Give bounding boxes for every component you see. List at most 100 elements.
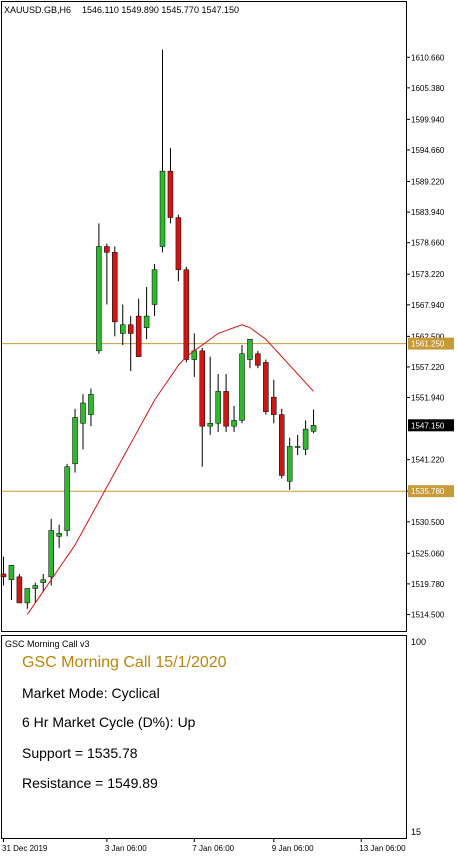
y-tick-label: 1567.940 — [411, 301, 445, 310]
candle-body — [231, 420, 237, 427]
candle — [286, 437, 293, 490]
candle — [16, 573, 23, 604]
indicator-window-label: GSC Morning Call v3 — [5, 639, 90, 649]
level-tag-box — [408, 337, 454, 350]
candle — [223, 374, 229, 432]
candle — [231, 405, 237, 432]
current-price-box — [408, 419, 454, 432]
y-tick-label: 1551.940 — [411, 394, 445, 403]
current-price-label: 1547.150 — [411, 421, 445, 430]
candle — [143, 287, 150, 340]
level-tag-label: 1561.250 — [411, 340, 445, 349]
candle-body — [263, 362, 269, 412]
candle — [199, 347, 205, 467]
candle — [48, 518, 54, 586]
level-tag-box — [408, 485, 454, 498]
candle — [104, 243, 110, 305]
candle-body — [159, 170, 166, 247]
level-price-tag: 1535.780 — [408, 485, 454, 498]
candle — [112, 246, 118, 337]
y-tick-label: 1514.500 — [411, 611, 445, 620]
market-cycle-text: 6 Hr Market Cycle (D%): Up — [22, 714, 196, 730]
candle — [302, 420, 309, 456]
candle-body — [135, 315, 142, 357]
y-tick-label: 1594.660 — [411, 146, 445, 155]
candle — [8, 565, 15, 601]
y-tick-label: 1557.220 — [411, 363, 445, 372]
candle — [215, 374, 221, 432]
candle — [207, 356, 213, 435]
indicator-panel-frame — [1, 635, 407, 839]
candle-body — [239, 353, 245, 421]
candle-body — [199, 350, 205, 427]
candle-body — [175, 217, 182, 270]
y-tick-label: 1578.660 — [411, 239, 445, 248]
candle-body — [0, 573, 7, 578]
candle — [175, 214, 182, 282]
ohlc-values: 1546.110 1549.890 1545.770 1547.150 — [82, 5, 239, 15]
candle — [120, 304, 126, 346]
candle-body — [72, 417, 78, 465]
candle — [56, 524, 62, 548]
candle-body — [32, 585, 39, 589]
y-tick-label: 1583.940 — [411, 208, 445, 217]
y-tick-label: 1525.060 — [411, 549, 445, 558]
y-tick-label: 1599.940 — [411, 115, 445, 124]
y-tick-label: 1610.660 — [411, 53, 445, 62]
candle-body — [310, 425, 317, 432]
x-tick-label: 13 Jan 06:00 — [359, 844, 406, 853]
candle-body — [48, 530, 54, 578]
x-tick-label: 31 Dec 2019 — [2, 844, 48, 853]
candle — [64, 463, 70, 537]
candle — [167, 148, 174, 224]
candle-body — [127, 324, 134, 334]
candle-body — [286, 446, 293, 482]
candle — [279, 408, 285, 479]
candle-body — [302, 428, 309, 450]
candle — [24, 588, 31, 609]
candle — [263, 359, 269, 415]
candle — [151, 263, 158, 317]
candle — [239, 345, 245, 424]
candle-body — [247, 338, 253, 360]
candle-body — [183, 269, 190, 360]
candle — [96, 223, 102, 354]
candle-body — [80, 402, 86, 424]
candle-body — [40, 579, 46, 583]
y-tick-label: 1530.500 — [411, 518, 445, 527]
candle-body — [96, 246, 102, 352]
candle-body — [215, 391, 221, 424]
candle-body — [120, 324, 126, 334]
main-chart-frame — [1, 1, 407, 632]
indicator-scale-bottom: 15 — [411, 827, 421, 837]
candle — [255, 350, 261, 369]
candle-body — [8, 565, 15, 580]
symbol-label: XAUUSD.GB,H6 — [4, 5, 71, 15]
candle-body — [16, 576, 23, 604]
y-tick-label: 1605.380 — [411, 84, 445, 93]
indicator-scale-top: 100 — [411, 637, 426, 647]
candle-body — [24, 588, 31, 604]
resistance-text: Resistance = 1549.89 — [22, 775, 158, 791]
candle-body — [279, 414, 285, 476]
candle — [135, 298, 142, 357]
candle — [32, 582, 39, 603]
y-tick-label: 1541.220 — [411, 456, 445, 465]
indicator-title: GSC Morning Call 15/1/2020 — [22, 654, 227, 671]
candle — [310, 409, 317, 434]
market-mode-text: Market Mode: Cyclical — [22, 685, 160, 701]
support-text: Support = 1535.78 — [22, 745, 138, 761]
candle-body — [207, 423, 213, 427]
y-tick-label: 1589.220 — [411, 178, 445, 187]
candle-body — [112, 252, 118, 323]
level-price-tag: 1561.250 — [408, 337, 454, 350]
candle-body — [56, 533, 62, 537]
candle — [72, 408, 78, 473]
candle — [0, 556, 7, 586]
candle — [271, 379, 277, 424]
candle — [183, 266, 190, 363]
candle — [80, 394, 86, 450]
candle-body — [255, 353, 261, 366]
candle-body — [271, 396, 277, 415]
